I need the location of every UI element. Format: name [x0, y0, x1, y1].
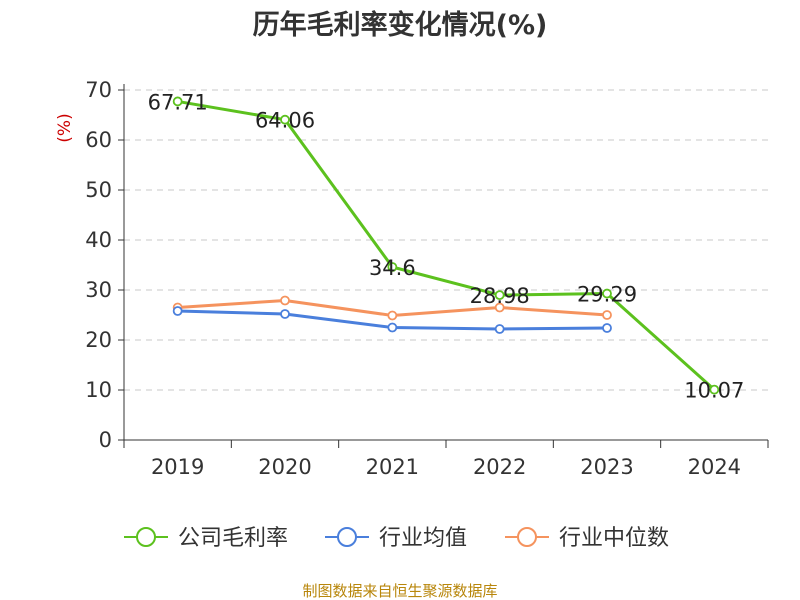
data-label: 29.29: [577, 283, 637, 307]
data-point: [494, 302, 505, 313]
data-labels: 67.71 64.06 34.6 28.98 29.29 10.07: [148, 90, 745, 402]
source-note: 制图数据来自恒生聚源数据库: [302, 582, 497, 600]
x-tick-label: 2020: [258, 455, 311, 479]
data-point: [280, 114, 290, 125]
series-line: [177, 99, 716, 391]
data-label: 67.71: [148, 90, 208, 114]
x-tick-label: 2023: [580, 455, 633, 479]
y-axis-label: (%): [55, 113, 75, 142]
series-group: [172, 96, 720, 395]
y-tick-label: 10: [85, 378, 112, 402]
y-tick-label: 60: [85, 128, 112, 152]
data-point: [280, 309, 290, 319]
data-point: [387, 310, 398, 321]
legend: 公司毛利率 行业均值 行业中位数: [124, 526, 669, 551]
axes: [118, 84, 769, 448]
data-point: [602, 323, 612, 333]
data-label: 28.98: [470, 284, 530, 308]
data-label: 64.06: [255, 109, 315, 133]
y-tick-label: 30: [85, 278, 112, 302]
x-tick-label: 2019: [151, 455, 204, 479]
data-point: [494, 290, 505, 301]
data-point: [172, 306, 183, 316]
data-point: [494, 324, 505, 334]
chart-title: 历年毛利率变化情况(%): [253, 9, 548, 41]
y-tick-label: 70: [85, 78, 112, 102]
data-label: 10.07: [684, 379, 744, 403]
legend-label: 公司毛利率: [178, 526, 288, 551]
data-point: [602, 288, 612, 299]
data-point: [280, 295, 290, 306]
data-point: [602, 310, 612, 320]
data-point: [709, 384, 720, 395]
legend-marker: [136, 527, 156, 547]
y-tick-label: 50: [85, 178, 112, 202]
legend-marker: [337, 527, 357, 547]
x-tick-label: 2022: [473, 455, 526, 479]
legend-marker: [517, 527, 537, 547]
legend-label: 行业中位数: [559, 526, 669, 551]
data-point: [387, 262, 398, 272]
x-tick-label: 2021: [366, 455, 419, 479]
x-tick-labels: 2019 2020 2021 2022 2023 2024: [151, 455, 741, 479]
legend-label: 行业均值: [379, 526, 467, 551]
y-tick-label: 0: [99, 428, 112, 452]
data-point: [387, 322, 398, 333]
data-label: 34.6: [369, 256, 416, 280]
grid-lines: [124, 89, 768, 391]
y-tick-label: 20: [85, 328, 112, 352]
y-tick-labels: 0 10 20 30 40 50 60 70: [85, 78, 112, 452]
y-tick-label: 40: [85, 228, 112, 252]
x-tick-label: 2024: [688, 455, 741, 479]
data-point: [172, 96, 183, 107]
